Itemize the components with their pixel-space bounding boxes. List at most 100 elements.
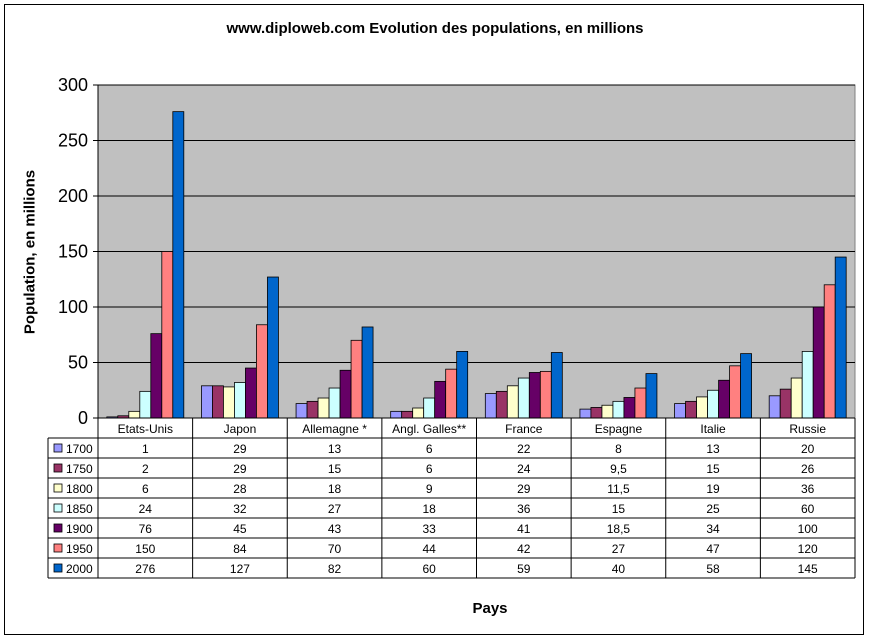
- table-cell: 47: [706, 542, 720, 556]
- legend-label: 1850: [66, 502, 93, 516]
- table-cell: 120: [798, 542, 818, 556]
- chart-title: www.diploweb.com Evolution des populatio…: [226, 20, 644, 37]
- table-cell: 11,5: [607, 482, 630, 496]
- bar: [834, 256, 847, 419]
- bar: [390, 410, 403, 419]
- bar: [484, 393, 497, 419]
- y-tick-label: 0: [78, 408, 88, 428]
- table-cell: 84: [233, 542, 247, 556]
- table-cell: 34: [706, 522, 720, 536]
- category-label: Italie: [700, 422, 726, 436]
- table-cell: 42: [517, 542, 531, 556]
- bar: [361, 326, 374, 419]
- table-cell: 13: [328, 442, 342, 456]
- table-cell: 59: [517, 562, 531, 576]
- bar: [823, 284, 836, 419]
- bar: [172, 111, 185, 419]
- bar: [740, 353, 752, 419]
- y-tick-label: 100: [58, 297, 88, 317]
- category-label: France: [505, 422, 543, 436]
- table-cell: 19: [706, 482, 720, 496]
- table-cell: 29: [233, 462, 247, 476]
- table-cell: 276: [135, 562, 155, 576]
- bar: [412, 407, 425, 419]
- table-cell: 40: [612, 562, 626, 576]
- bar: [328, 387, 341, 419]
- table-cell: 28: [233, 482, 247, 496]
- table-cell: 76: [139, 522, 153, 536]
- bar: [685, 400, 697, 419]
- legend-label: 1900: [66, 522, 93, 536]
- legend-swatch: [53, 443, 63, 453]
- x-axis-label: Pays: [472, 600, 508, 617]
- table-cell: 145: [798, 562, 818, 576]
- bar: [161, 251, 174, 419]
- bar: [623, 397, 636, 419]
- table-cell: 60: [801, 502, 815, 516]
- legend-label: 1750: [66, 462, 93, 476]
- legend-swatch: [53, 503, 63, 513]
- legend-swatch: [53, 463, 63, 473]
- bar: [801, 350, 814, 419]
- table-cell: 70: [328, 542, 342, 556]
- bar: [401, 410, 414, 419]
- bar: [223, 386, 235, 419]
- table-cell: 60: [423, 562, 437, 576]
- table-cell: 9,5: [610, 462, 627, 476]
- bar: [445, 368, 458, 419]
- bar: [350, 339, 363, 419]
- table-cell: 127: [230, 562, 250, 576]
- bar: [317, 397, 330, 419]
- bar: [790, 377, 803, 419]
- table-cell: 6: [142, 482, 149, 496]
- bar: [517, 377, 530, 419]
- table-cell: 29: [233, 442, 247, 456]
- table-cell: 24: [139, 502, 153, 516]
- table-cell: 36: [801, 482, 815, 496]
- table-cell: 58: [706, 562, 720, 576]
- table-cell: 26: [801, 462, 815, 476]
- category-label: Espagne: [595, 422, 643, 436]
- bar: [234, 382, 246, 419]
- bar: [539, 370, 552, 419]
- bar: [590, 407, 603, 419]
- table-cell: 29: [517, 482, 531, 496]
- bar: [634, 387, 647, 419]
- category-label: Russie: [789, 422, 826, 436]
- bar: [212, 385, 224, 419]
- category-label: Etats-Unis: [118, 422, 173, 436]
- table-cell: 15: [328, 462, 342, 476]
- y-tick-label: 50: [68, 353, 88, 373]
- legend-label: 1700: [66, 442, 93, 456]
- bar: [550, 352, 563, 419]
- bar: [339, 369, 352, 419]
- table-cell: 18,5: [607, 522, 631, 536]
- bar: [456, 350, 469, 419]
- table-cell: 15: [612, 502, 626, 516]
- bar: [707, 389, 719, 419]
- legend-swatch: [53, 483, 63, 493]
- table-cell: 18: [423, 502, 437, 516]
- table-cell: 9: [426, 482, 433, 496]
- bar: [423, 397, 436, 419]
- y-tick-label: 250: [58, 131, 88, 151]
- table-cell: 8: [615, 442, 622, 456]
- y-tick-label: 200: [58, 186, 88, 206]
- bar: [256, 324, 268, 419]
- bar: [696, 396, 708, 419]
- table-cell: 1: [142, 442, 149, 456]
- bar: [528, 372, 541, 419]
- legend-label: 2000: [66, 562, 93, 576]
- bar: [150, 333, 163, 419]
- table-cell: 25: [706, 502, 720, 516]
- bar: [495, 390, 508, 419]
- legend-label: 1800: [66, 482, 93, 496]
- table-cell: 36: [517, 502, 531, 516]
- table-cell: 15: [706, 462, 720, 476]
- bar: [579, 408, 592, 419]
- table-cell: 32: [233, 502, 247, 516]
- legend-label: 1950: [66, 542, 93, 556]
- bar: [601, 404, 614, 419]
- table-cell: 6: [426, 462, 433, 476]
